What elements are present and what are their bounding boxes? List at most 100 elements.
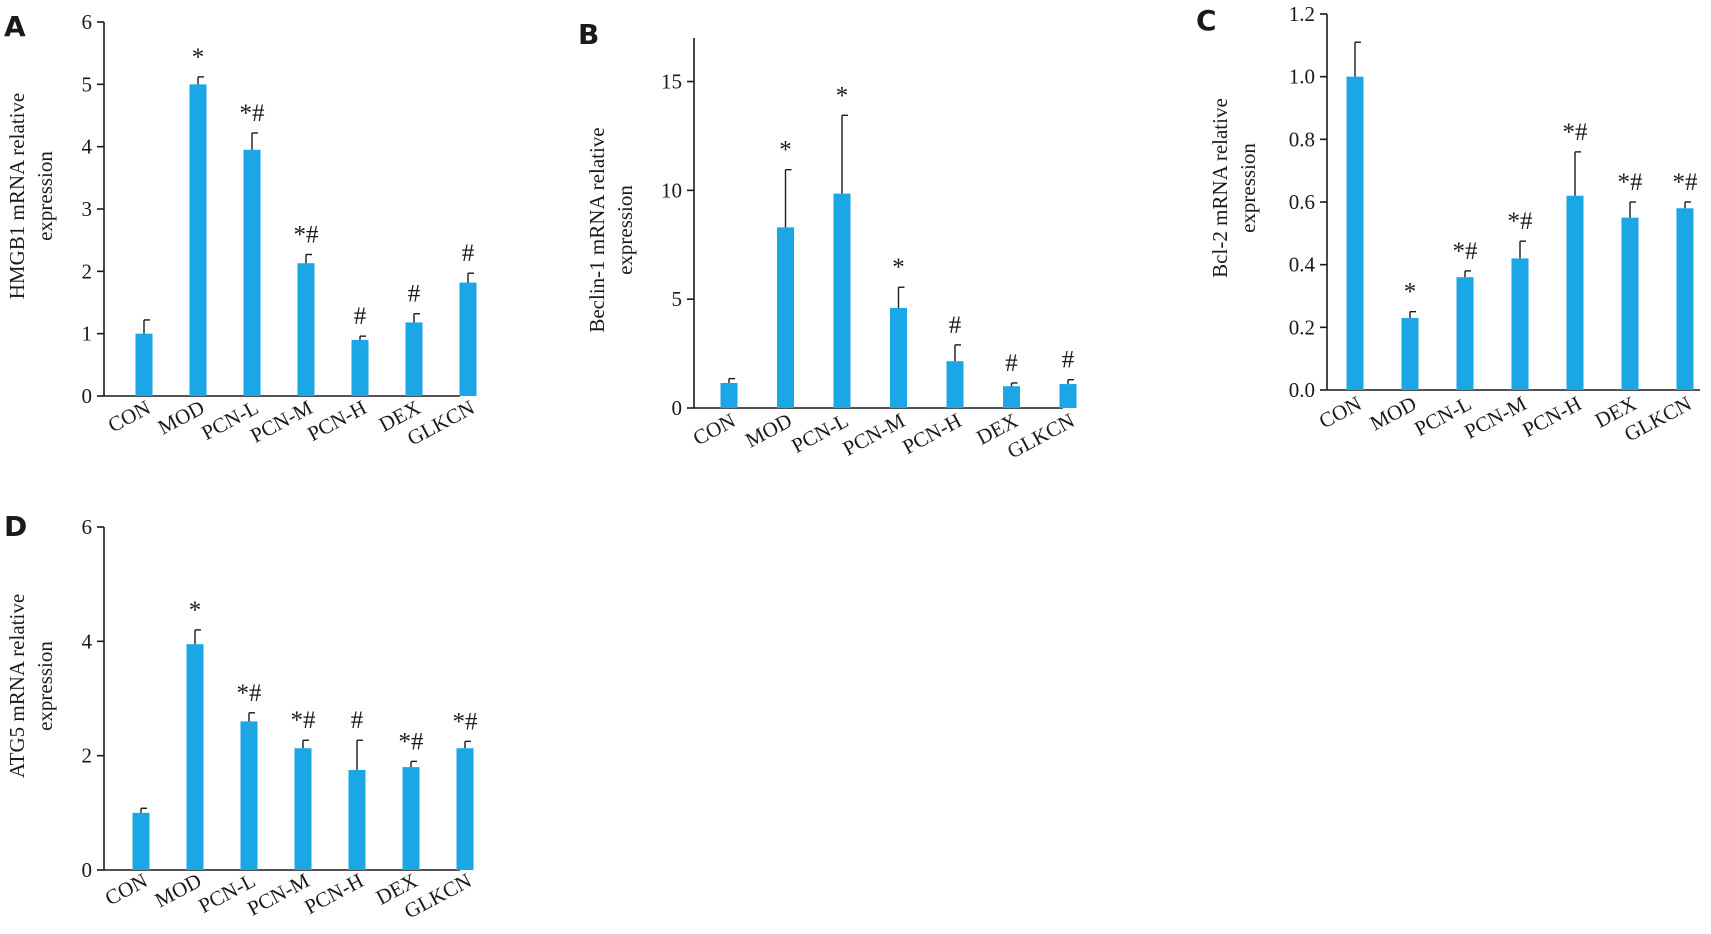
- x-tick-label: CON: [689, 408, 739, 450]
- panel-letter: C: [1196, 4, 1217, 37]
- bar: [189, 84, 207, 396]
- bar: [833, 193, 851, 408]
- bar: [1456, 277, 1474, 390]
- y-tick-label: 1: [82, 322, 93, 346]
- x-tick-label: PCN-H: [898, 408, 965, 459]
- bar: [777, 227, 794, 408]
- y-tick-label: 5: [82, 72, 93, 96]
- x-tick-label: PCN-H: [300, 868, 367, 919]
- bar: [132, 812, 150, 870]
- significance-mark: *#: [1453, 238, 1479, 265]
- bar: [946, 361, 964, 408]
- bar: [402, 767, 420, 870]
- bar: [459, 282, 477, 396]
- significance-mark: #: [949, 312, 962, 339]
- chart-panel-b: B 0 5 10 15 Beclin-1 mRNA relative expression C…: [578, 18, 1078, 463]
- y-tick-label: 4: [82, 135, 93, 159]
- x-tick-label: PCN-M: [246, 395, 316, 448]
- bar: [240, 721, 258, 870]
- bar: [456, 748, 474, 870]
- significance-mark: *#: [240, 100, 266, 127]
- chart-panel-c: C 0.0 0.2 0.4 0.6 0.8 1.0 1.2 Bcl-2 mRNA relativ…: [1196, 2, 1700, 446]
- y-tick-label: 6: [82, 10, 93, 34]
- bar: [348, 769, 366, 870]
- bar: [720, 382, 738, 408]
- y-tick-label: 6: [82, 515, 93, 539]
- bar: [890, 307, 907, 408]
- y-tick-label: 0.6: [1289, 190, 1315, 214]
- bar: [1621, 217, 1639, 390]
- y-tick-label: 5: [672, 287, 683, 311]
- y-tick-label: 0.4: [1289, 253, 1316, 277]
- y-tick-label: 15: [661, 70, 682, 94]
- y-tick-label: 1.2: [1289, 2, 1315, 26]
- y-tick-label: 0: [82, 384, 93, 408]
- y-tick-label: 0: [82, 858, 93, 882]
- x-tick-label: PCN-H: [1518, 391, 1585, 442]
- significance-mark: *#: [294, 222, 320, 249]
- y-tick-label: 0.8: [1289, 127, 1315, 151]
- y-axis-title: expression: [33, 641, 57, 731]
- significance-mark: *: [192, 44, 205, 71]
- y-tick-label: 3: [82, 197, 93, 221]
- x-tick-label: CON: [101, 868, 151, 910]
- significance-mark: *#: [237, 680, 263, 707]
- bar: [1059, 384, 1077, 408]
- bar: [135, 333, 153, 396]
- panel-letter: D: [4, 510, 27, 543]
- y-tick-label: 1.0: [1289, 65, 1315, 89]
- x-tick-label: MOD: [741, 408, 796, 452]
- significance-mark: #: [351, 707, 364, 734]
- y-tick-label: 2: [82, 744, 93, 768]
- significance-mark: *#: [1673, 169, 1699, 196]
- significance-mark: #: [462, 240, 475, 267]
- x-tick-label: MOD: [151, 868, 206, 912]
- significance-mark: *: [189, 597, 202, 624]
- bar: [1003, 386, 1020, 408]
- y-tick-label: 2: [82, 259, 93, 283]
- y-tick-label: 10: [661, 178, 682, 202]
- x-tick-label: PCN-H: [303, 395, 370, 446]
- bar: [297, 263, 315, 396]
- significance-mark: *: [892, 254, 905, 281]
- y-axis-title: expression: [33, 151, 57, 241]
- y-axis-title: Bcl-2 mRNA relative: [1208, 98, 1232, 278]
- x-tick-label: PCN-M: [1460, 391, 1530, 444]
- significance-mark: #: [408, 281, 421, 308]
- x-tick-label: CON: [1315, 391, 1365, 433]
- x-tick-label: CON: [104, 395, 154, 437]
- x-tick-label: PCN-M: [243, 868, 313, 921]
- significance-mark: *: [836, 82, 849, 109]
- y-tick-label: 0.2: [1289, 315, 1315, 339]
- x-tick-label: PCN-M: [839, 408, 909, 461]
- panel-letter: B: [578, 18, 599, 51]
- y-tick-label: 0.0: [1289, 378, 1315, 402]
- significance-mark: *#: [1563, 119, 1589, 146]
- bar: [1346, 76, 1364, 391]
- significance-mark: *#: [453, 708, 479, 735]
- bar: [294, 748, 312, 870]
- bar: [186, 644, 204, 870]
- y-axis-title: Beclin-1 mRNA relative: [585, 127, 609, 332]
- significance-mark: *#: [399, 728, 425, 755]
- bar: [1566, 195, 1584, 390]
- significance-mark: #: [1062, 347, 1075, 374]
- y-axis-title: expression: [613, 185, 637, 275]
- significance-mark: *#: [1618, 169, 1644, 196]
- significance-mark: #: [354, 303, 367, 330]
- y-axis-title: ATG5 mRNA relative: [5, 594, 29, 778]
- y-tick-label: 4: [82, 629, 93, 653]
- bar: [405, 322, 423, 396]
- significance-mark: *#: [291, 707, 317, 734]
- bar: [1401, 317, 1419, 390]
- y-axis-title: expression: [1236, 143, 1260, 233]
- significance-mark: *: [1404, 279, 1417, 306]
- bar: [243, 149, 261, 396]
- significance-mark: *#: [1508, 208, 1534, 235]
- x-tick-label: MOD: [154, 395, 209, 439]
- y-tick-label: 0: [672, 396, 683, 420]
- chart-panel-a: A 0 1 2 3 4 5 6 HMGB1 mRNA relative expression CON…: [4, 10, 478, 450]
- bar: [1511, 258, 1529, 390]
- significance-mark: #: [1005, 350, 1018, 377]
- x-tick-label: MOD: [1366, 391, 1421, 435]
